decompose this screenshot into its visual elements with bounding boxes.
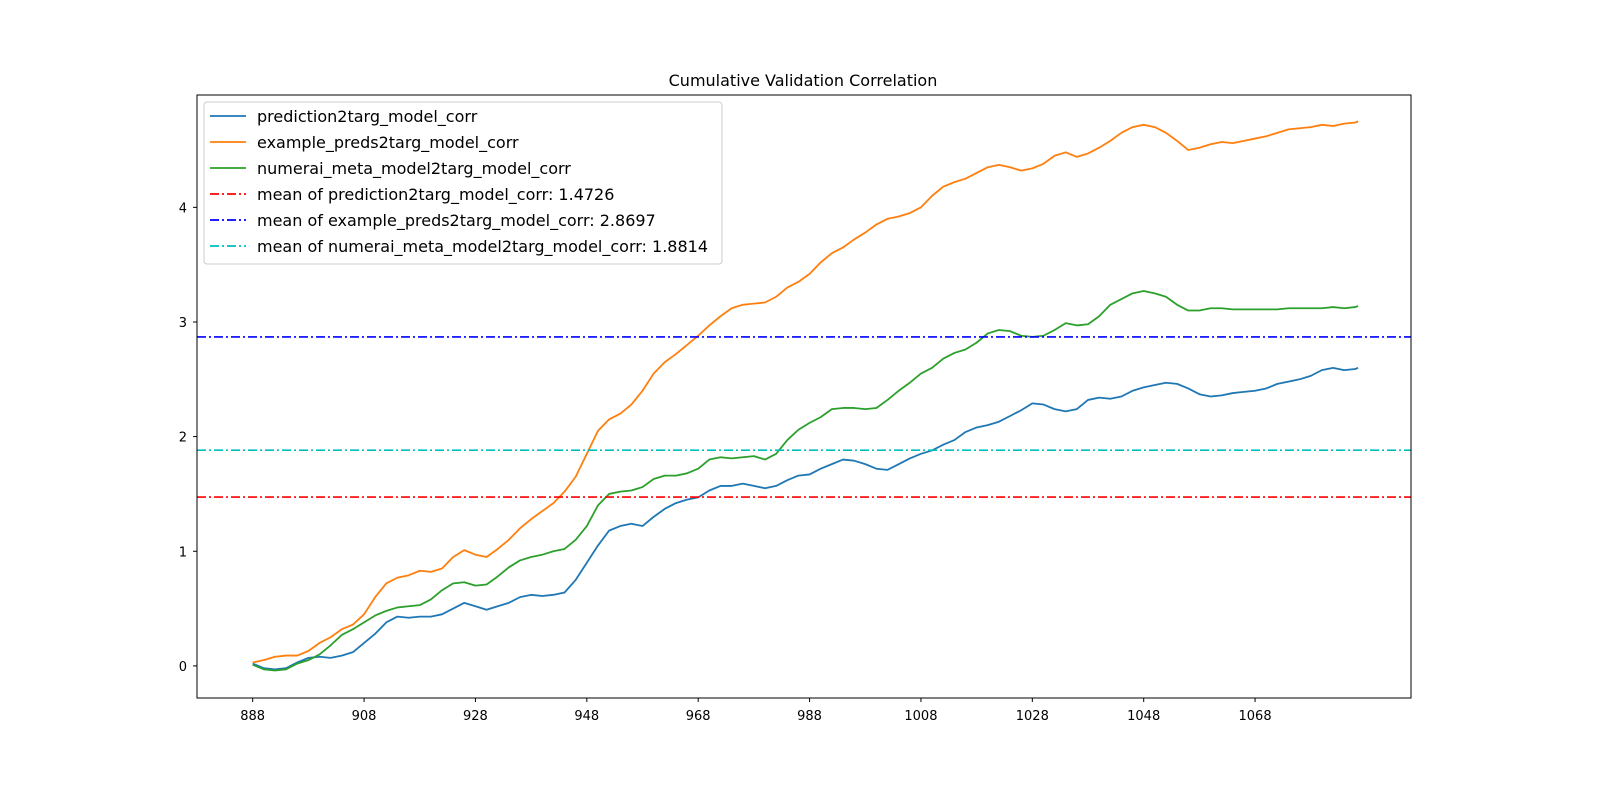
legend-label: example_preds2targ_model_corr: [257, 133, 519, 153]
x-tick-label: 1068: [1239, 709, 1272, 724]
legend-label: numerai_meta_model2targ_model_corr: [257, 159, 571, 179]
x-tick-label: 948: [574, 709, 599, 724]
y-tick-label: 1: [179, 545, 187, 560]
x-tick-label: 928: [463, 709, 488, 724]
legend-label: mean of prediction2targ_model_corr: 1.47…: [257, 185, 614, 205]
x-tick-label: 1008: [904, 709, 937, 724]
y-tick-label: 2: [179, 431, 187, 446]
series-line-1: [252, 366, 1359, 671]
chart-title: Cumulative Validation Correlation: [669, 71, 938, 90]
series-line-3: [252, 290, 1359, 672]
x-tick-label: 968: [686, 709, 711, 724]
axes-frame: [196, 94, 1412, 699]
legend-box: [203, 101, 723, 265]
series-line-2: [252, 120, 1359, 664]
axis-ticks: 888 908 928 948 968 988 1008 1028 1048 1068 0 1 2 3 4: [179, 201, 1272, 724]
x-tick-label: 908: [352, 709, 377, 724]
legend-label: prediction2targ_model_corr: [257, 107, 478, 127]
y-tick-label: 3: [179, 316, 187, 331]
x-tick-label: 888: [240, 709, 265, 724]
legend-label: mean of numerai_meta_model2targ_model_co…: [257, 237, 708, 257]
x-tick-label: 988: [797, 709, 822, 724]
y-tick-label: 4: [179, 201, 187, 216]
legend-label: mean of example_preds2targ_model_corr: 2…: [257, 211, 656, 231]
plot-area: [197, 120, 1411, 672]
x-tick-label: 1028: [1016, 709, 1049, 724]
series-group: [197, 120, 1411, 672]
x-tick-label: 1048: [1127, 709, 1160, 724]
legend: prediction2targ_model_corr example_preds2…: [203, 101, 723, 265]
y-tick-label: 0: [179, 660, 187, 675]
